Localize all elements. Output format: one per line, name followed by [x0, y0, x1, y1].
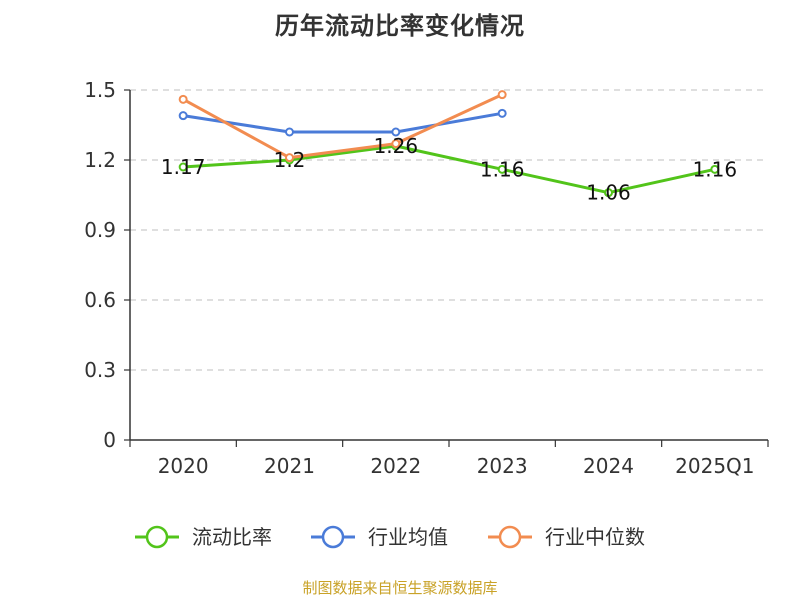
x-tick-label: 2024 [583, 454, 634, 478]
y-tick-label: 0.3 [84, 358, 116, 382]
legend-label: 流动比率 [192, 525, 272, 549]
x-tick-label: 2025Q1 [675, 454, 754, 478]
y-tick-label: 0.6 [84, 288, 116, 312]
y-tick-label: 1.2 [84, 148, 116, 172]
data-point [285, 153, 294, 163]
legend-label: 行业均值 [368, 525, 448, 549]
data-point [391, 139, 401, 149]
chart-title: 历年流动比率变化情况 [275, 12, 525, 40]
source-note: 制图数据来自恒生聚源数据库 [302, 579, 498, 597]
x-tick-label: 2023 [477, 454, 528, 478]
data-label: 1.17 [161, 155, 206, 179]
data-point [178, 162, 188, 172]
data-label: 1.16 [480, 157, 525, 181]
legend-label: 行业中位数 [545, 525, 645, 549]
legend-swatch-marker [498, 525, 522, 549]
y-tick-label: 0.9 [84, 218, 116, 242]
data-label: 1.16 [693, 157, 738, 181]
data-point [391, 127, 401, 137]
data-point [178, 94, 188, 104]
data-point [178, 111, 188, 121]
data-point [285, 127, 294, 137]
data-point [497, 108, 507, 118]
x-tick-label: 2020 [158, 454, 209, 478]
y-tick-label: 0 [103, 428, 116, 452]
series-line-1 [182, 111, 503, 134]
data-label: 1.2 [274, 148, 306, 172]
data-point [497, 164, 507, 174]
data-point [497, 90, 507, 100]
x-tick-label: 2022 [370, 454, 421, 478]
series-line-2 [182, 93, 503, 160]
data-point [710, 164, 720, 174]
legend-swatch-marker [321, 525, 345, 549]
series-line-0 [183, 144, 716, 195]
data-label: 1.06 [586, 181, 631, 205]
data-label: 1.26 [374, 134, 419, 158]
legend-swatch-marker [145, 525, 169, 549]
x-tick-label: 2021 [264, 454, 315, 478]
data-point [604, 188, 613, 198]
y-tick-label: 1.5 [84, 78, 116, 102]
